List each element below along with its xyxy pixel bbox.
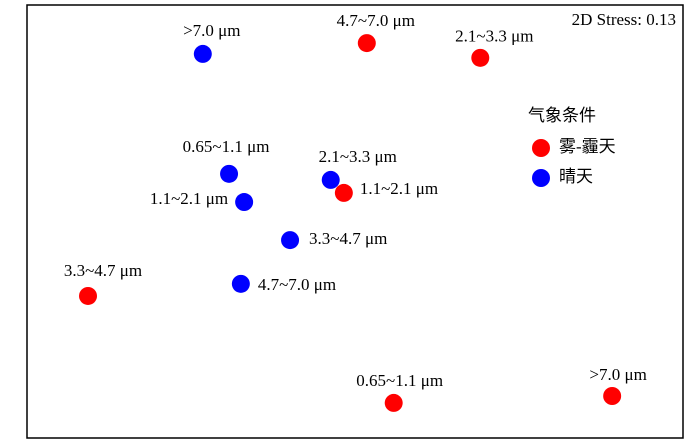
point-label: 1.1~2.1 μm [150,189,228,208]
point [471,48,490,67]
point [357,34,376,53]
legend-marker [532,169,550,187]
point [220,164,239,183]
point-label: 3.3~4.7 μm [309,229,387,248]
point [334,183,353,202]
point [231,274,250,293]
point [281,231,300,250]
point-label: 0.65~1.1 μm [356,371,443,390]
point-label: 4.7~7.0 μm [337,11,415,30]
stress-annotation: 2D Stress: 0.13 [572,10,676,29]
legend-label: 晴天 [559,167,593,186]
point [79,286,98,305]
point-label: 2.1~3.3 μm [319,147,397,166]
point [603,386,622,405]
point-label: 3.3~4.7 μm [64,261,142,280]
point-label: 2.1~3.3 μm [455,27,533,46]
point-label: 0.65~1.1 μm [183,137,270,156]
point-label: 4.7~7.0 μm [258,275,336,294]
point-label: >7.0 μm [183,21,240,40]
plot-frame [26,4,684,439]
point [235,193,254,212]
legend-marker [532,139,550,157]
point [193,44,212,63]
legend-label: 雾-霾天 [559,137,616,156]
legend-title: 气象条件 [528,106,596,125]
point [384,393,403,412]
point-label: 1.1~2.1 μm [360,179,438,198]
point [321,170,340,189]
point-label: >7.0 μm [589,365,646,384]
